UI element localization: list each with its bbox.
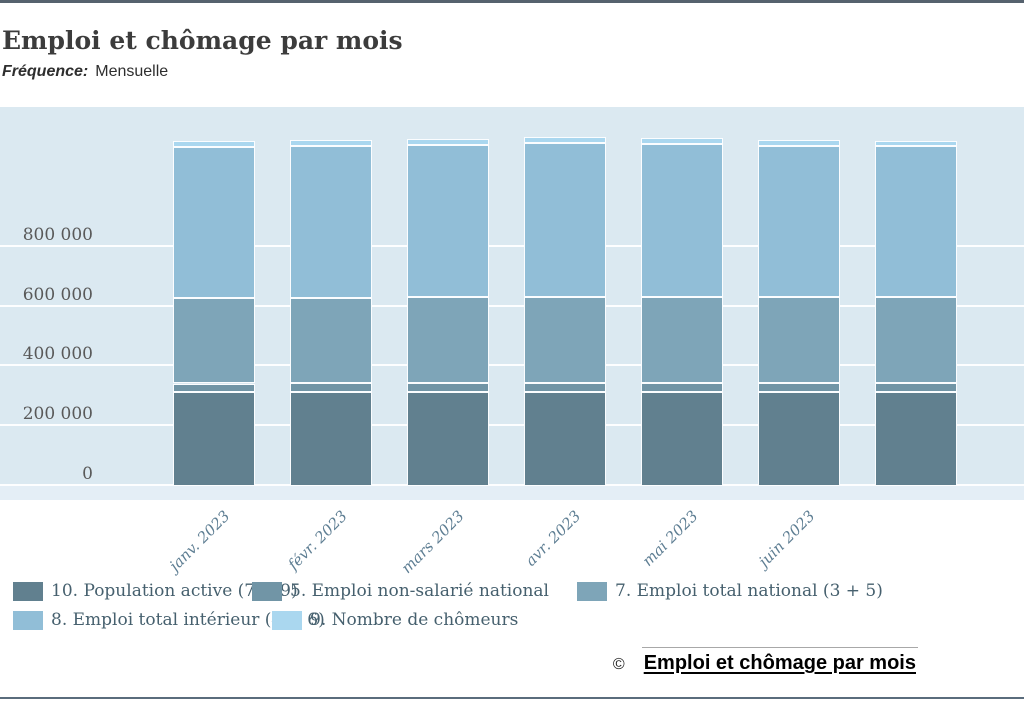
bar-segment[interactable] [641,391,723,486]
bar-segment[interactable] [875,296,957,383]
legend-label: 9. Nombre de chômeurs [310,610,519,630]
bar-segment[interactable] [290,145,372,298]
legend-label: 8. Emploi total intérieur (4 + 6) [51,610,325,630]
bar-segment[interactable] [524,382,606,392]
x-axis-tick-label: avr. 2023 [522,507,585,570]
bar-segment[interactable] [407,139,489,145]
legend-label: 10. Population active (7 + 9) [51,581,298,601]
gridline [0,364,1024,367]
bar-segment[interactable] [758,145,840,297]
legend-item[interactable]: 8. Emploi total intérieur (4 + 6) [13,610,325,630]
bar-segment[interactable] [524,296,606,383]
bar-segment[interactable] [173,140,255,147]
gridline [0,484,1024,486]
x-axis-tick-label: mai 2023 [638,507,702,570]
bar-segment[interactable] [290,139,372,146]
bar-segment[interactable] [407,297,489,384]
frequency-line: Fréquence: Mensuelle [2,63,168,81]
legend-item[interactable]: 7. Emploi total national (3 + 5) [577,581,883,601]
y-axis-tick-label: 200 000 [22,404,93,425]
bar-segment[interactable] [407,383,489,393]
bar-segment[interactable] [290,297,372,384]
bar-segment[interactable] [173,383,255,393]
legend-swatch [13,581,43,601]
legend-item[interactable]: 10. Population active (7 + 9) [13,581,298,601]
gridline [0,244,1024,247]
plot-area: 0 200 000 400 000 600 000 800 000 [0,107,1024,486]
frequency-label: Fréquence: [2,63,89,80]
bar-juin 2023 [758,107,840,486]
bar-segment[interactable] [758,139,840,146]
bar-segment[interactable] [758,391,840,486]
bar-segment[interactable] [290,392,372,486]
bar-segment[interactable] [758,296,840,383]
bottom-border [0,697,1024,699]
bar-févr. 2023 [290,107,372,486]
legend-swatch [13,610,43,630]
legend-swatch [252,581,282,601]
legend-swatch [577,581,607,601]
x-axis-tick-label: mars 2023 [397,507,468,577]
copyright-symbol: © [612,656,625,673]
x-axis-tick-label: févr. 2023 [284,507,351,574]
bar-segment[interactable] [173,392,255,486]
y-axis-tick-label: 600 000 [22,284,93,305]
bar-segment[interactable] [641,296,723,383]
bar-month-7 [875,107,957,486]
bar-segment[interactable] [407,144,489,298]
y-axis-tick-label: 400 000 [22,344,93,365]
bar-mars 2023 [407,107,489,486]
bar-mai 2023 [641,107,723,486]
legend-item[interactable]: 5. Emploi non-salarié national [252,581,549,601]
source-link[interactable]: Emploi et chômage par mois [641,647,918,677]
bar-segment[interactable] [290,383,372,393]
bar-segment[interactable] [875,391,957,486]
bar-segment[interactable] [173,298,255,384]
bar-janv. 2023 [173,107,255,486]
frequency-value: Mensuelle [95,63,169,80]
x-axis-labels: janv. 2023 févr. 2023 mars 2023 avr. 2023 ma… [0,500,1024,578]
x-axis-tick-label: juin 2023 [755,507,819,571]
bar-avr. 2023 [524,107,606,486]
bar-segment[interactable] [875,382,957,392]
bar-segment[interactable] [758,382,840,392]
bar-segment[interactable] [641,143,723,297]
gridline [0,424,1024,427]
bar-segment[interactable] [875,141,957,147]
legend-item[interactable]: 9. Nombre de chômeurs [272,610,518,630]
gridline [0,304,1024,307]
footer: © Emploi et chômage par mois [613,647,918,677]
x-axis-tick-label: janv. 2023 [166,507,234,575]
legend-label: 7. Emploi total national (3 + 5) [615,581,883,601]
bar-segment[interactable] [875,146,957,297]
bar-segment[interactable] [641,382,723,392]
legend-label: 5. Emploi non-salarié national [290,581,549,601]
bar-segment[interactable] [641,137,723,144]
y-axis-tick-label: 0 [82,464,93,484]
legend-swatch [272,610,302,630]
bar-segment[interactable] [173,146,255,299]
bar-segment[interactable] [524,137,606,144]
bar-segment[interactable] [524,391,606,486]
page-title: Emploi et chômage par mois [2,26,403,55]
y-axis-tick-label: 800 000 [22,224,93,245]
bar-segment[interactable] [407,392,489,486]
bar-segment[interactable] [524,143,606,297]
chart-legend: 10. Population active (7 + 9) 5. Emploi n… [0,581,1024,637]
x-axis-band [0,486,1024,500]
top-border [0,0,1024,3]
